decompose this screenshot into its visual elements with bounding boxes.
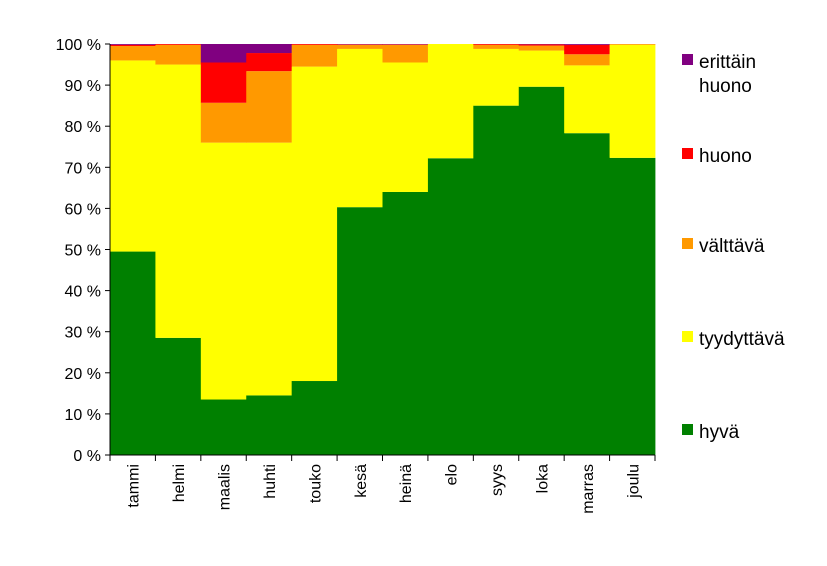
bar-huono-tammi [110, 44, 156, 47]
bar-hyvä-loka [518, 86, 565, 456]
bar-huono-loka [518, 44, 565, 46]
x-tick-label-kesä: kesä [353, 464, 370, 498]
bar-hyvä-joulu [609, 157, 656, 455]
legend-label-erittäin-huono: erittäin huono [699, 52, 756, 97]
x-tick-label-syys: syys [489, 464, 506, 496]
y-tick-label: 90 % [65, 78, 101, 95]
bar-tyydyttävä-maalis [200, 142, 247, 400]
bar-hyvä-kesä [337, 207, 383, 455]
y-tick-label: 70 % [65, 160, 101, 177]
bar-tyydyttävä-loka [518, 50, 565, 87]
x-tick-label-heinä: heinä [398, 464, 415, 503]
bar-tyydyttävä-kesä [337, 48, 383, 208]
legend-swatch-huono [682, 148, 693, 159]
bar-välttävä-marras [564, 54, 610, 66]
bar-erittäin-huono-tammi [110, 44, 156, 45]
x-tick-label-touko: touko [307, 464, 324, 503]
legend-label-huono: huono [699, 146, 752, 167]
bar-erittäin-huono-maalis [200, 44, 247, 63]
bar-tyydyttävä-elo [427, 44, 474, 159]
x-tick-label-marras: marras [580, 464, 597, 514]
y-tick-label: 0 % [73, 448, 101, 465]
bar-erittäin-huono-huhti [246, 44, 293, 54]
legend-swatch-hyvä [682, 424, 693, 435]
bar-hyvä-huhti [246, 395, 293, 455]
bar-tyydyttävä-tammi [110, 60, 156, 252]
bar-välttävä-kesä [337, 44, 383, 49]
bar-huono-maalis [200, 62, 247, 103]
legend: erittäin huono huono välttävä tyydyttävä hyvä [682, 52, 785, 443]
bar-välttävä-joulu [609, 44, 656, 45]
bar-erittäin-huono-marras [564, 44, 610, 45]
x-tick-label-huhti: huhti [262, 464, 279, 499]
y-tick-label: 50 % [65, 243, 101, 260]
bar-välttävä-loka [518, 45, 565, 51]
y-tick-label: 10 % [65, 407, 101, 424]
bar-tyydyttävä-joulu [609, 44, 656, 158]
bar-tyydyttävä-syys [473, 48, 520, 106]
bar-hyvä-syys [473, 105, 520, 456]
legend-swatch-välttävä [682, 238, 693, 249]
y-tick-labels: 0 % 10 % 20 % 30 % 40 % 50 % 60 % 70 % 80 % 90 % 1… [56, 37, 101, 465]
legend-label-hyvä: hyvä [699, 422, 740, 443]
bar-huono-touko [291, 44, 338, 45]
y-tick-label: 80 % [65, 119, 101, 136]
bar-hyvä-tammi [110, 251, 156, 455]
y-tick-label: 100 % [56, 37, 101, 54]
x-tick-label-tammi: tammi [126, 464, 143, 508]
bars [110, 44, 656, 456]
x-tick-label-helmi: helmi [171, 464, 188, 502]
bar-hyvä-marras [564, 133, 610, 455]
bar-tyydyttävä-huhti [246, 142, 293, 396]
bar-tyydyttävä-helmi [155, 64, 202, 338]
bar-hyvä-heinä [382, 191, 429, 455]
axes [105, 43, 656, 461]
bar-välttävä-heinä [382, 44, 429, 63]
bar-huono-marras [564, 44, 610, 55]
legend-swatch-tyydyttävä [682, 331, 693, 342]
legend-label-tyydyttävä: tyydyttävä [699, 329, 785, 350]
y-tick-label: 40 % [65, 284, 101, 301]
bar-huono-helmi [155, 44, 202, 45]
bar-tyydyttävä-touko [291, 66, 338, 382]
x-tick-label-loka: loka [534, 464, 551, 493]
bar-hyvä-touko [291, 381, 338, 455]
bar-hyvä-elo [427, 158, 474, 455]
x-tick-labels: tammi helmi maalis huhti touko kesä heinä elo sy… [126, 464, 643, 514]
bar-välttävä-maalis [200, 102, 247, 143]
bar-huono-huhti [246, 53, 293, 72]
y-tick-label: 20 % [65, 366, 101, 383]
legend-swatch-erittäin-huono [682, 54, 693, 65]
bar-välttävä-tammi [110, 46, 156, 61]
bar-hyvä-maalis [200, 399, 247, 455]
bar-tyydyttävä-heinä [382, 62, 429, 192]
bar-välttävä-touko [291, 44, 338, 67]
bar-tyydyttävä-marras [564, 65, 610, 134]
bar-välttävä-huhti [246, 71, 293, 143]
bar-hyvä-helmi [155, 337, 202, 455]
x-tick-label-joulu: joulu [625, 464, 642, 499]
bar-välttävä-syys [473, 44, 520, 49]
legend-label-välttävä: välttävä [699, 236, 765, 257]
y-tick-label: 30 % [65, 325, 101, 342]
x-tick-label-elo: elo [444, 464, 461, 485]
y-tick-label: 60 % [65, 201, 101, 218]
x-tick-label-maalis: maalis [217, 464, 234, 510]
bar-välttävä-helmi [155, 44, 202, 65]
bar-huono-syys [473, 44, 520, 45]
